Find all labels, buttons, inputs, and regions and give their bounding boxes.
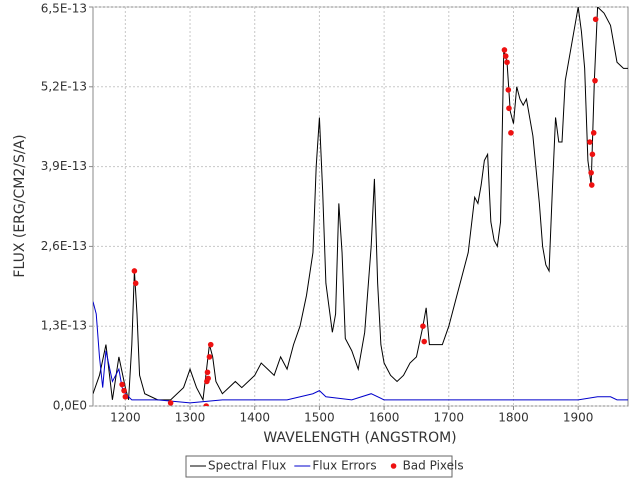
- y-tick-label: 3,9E-13: [41, 159, 87, 173]
- bad-pixel: [420, 323, 426, 330]
- bad-pixel: [421, 338, 428, 345]
- plot-area: [92, 6, 629, 407]
- x-tick-label: 1900: [563, 411, 594, 425]
- legend-label: Spectral Flux: [208, 459, 286, 473]
- bad-pixel: [203, 403, 210, 406]
- bad-pixel: [204, 369, 211, 376]
- bad-pixel: [502, 53, 509, 59]
- y-tick-label: 6,5E-13: [41, 2, 87, 16]
- x-tick-label: 1200: [110, 411, 141, 425]
- bad-pixel: [589, 151, 596, 158]
- x-tick-label: 1300: [175, 411, 206, 425]
- x-tick-label: 1800: [498, 411, 529, 425]
- bad-pixel: [207, 341, 214, 348]
- y-axis-label: FLUX (ERG/CM2/S/A): [12, 134, 28, 277]
- bad-pixel: [587, 139, 593, 145]
- bad-pixel: [588, 169, 594, 176]
- y-tick-label: 0,0E0: [53, 399, 87, 413]
- bad-pixel: [592, 16, 599, 23]
- x-tick-label: 1500: [304, 411, 335, 425]
- bad-pixel: [588, 182, 595, 188]
- bad-pixel: [501, 47, 508, 53]
- bad-pixel: [167, 400, 174, 406]
- bad-pixel: [590, 130, 597, 136]
- bad-pixel: [122, 393, 129, 400]
- y-tick-label: 2,6E-13: [41, 239, 87, 253]
- legend-label: Flux Errors: [312, 459, 376, 473]
- series-line: [93, 301, 628, 404]
- bad-pixel: [121, 387, 127, 394]
- bad-pixel: [132, 280, 139, 287]
- y-tick-label: 5,2E-13: [41, 79, 87, 93]
- bad-pixel: [205, 375, 211, 382]
- legend-label: Bad Pixels: [403, 459, 464, 473]
- grid: [93, 6, 628, 407]
- bad-pixel: [505, 87, 512, 93]
- bad-pixel: [206, 354, 213, 360]
- bad-pixel: [504, 59, 510, 66]
- x-tick-label: 1400: [239, 411, 270, 425]
- x-tick-label: 1600: [369, 411, 400, 425]
- y-tick-label: 1,3E-13: [41, 319, 87, 333]
- legend-marker: [390, 463, 397, 469]
- bad-pixel: [508, 130, 514, 136]
- legend: [185, 455, 453, 478]
- lines: [93, 7, 628, 406]
- bad-pixel: [506, 105, 512, 112]
- bad-pixel: [592, 77, 598, 84]
- bad-pixel: [119, 381, 125, 388]
- x-axis-label: WAVELENGTH (ANGSTROM): [263, 430, 456, 446]
- bad-pixel: [131, 268, 138, 274]
- x-tick-label: 1700: [434, 411, 465, 425]
